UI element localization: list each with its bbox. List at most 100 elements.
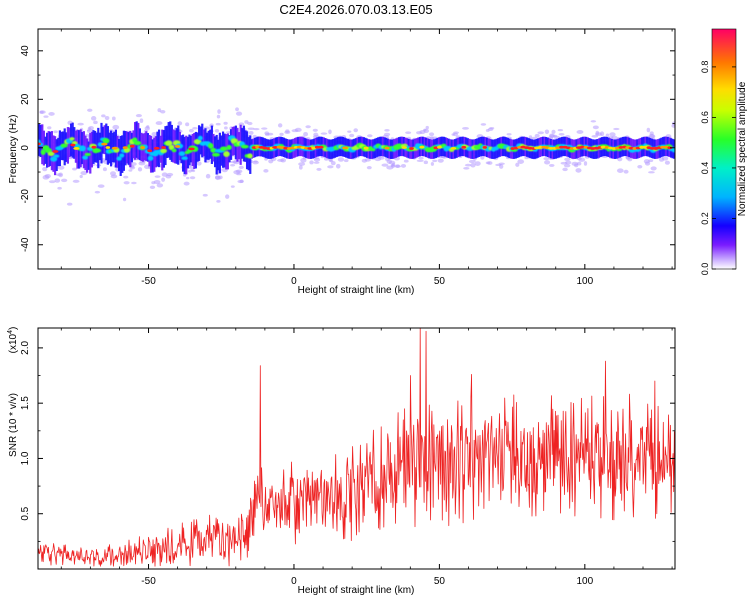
spectrogram-speckle	[268, 159, 274, 164]
spectrogram-speckle	[464, 163, 472, 167]
spectrogram-speckle	[330, 160, 336, 166]
spectrogram-speckle	[123, 175, 129, 179]
spectrogram-speckle	[153, 180, 161, 185]
spectrogram-speckle	[623, 169, 629, 174]
snr-x-tick-label: -50	[141, 576, 156, 587]
spectrogram-speckle	[353, 128, 359, 133]
colorbar-tick-label: 0.8	[700, 61, 710, 74]
spectrogram-speckle	[263, 169, 269, 173]
spectrogram-speckle	[416, 159, 424, 162]
snr-panel: -50 0 50 100 0.5 1.0 1.5 2.0 Height of straigh…	[7, 327, 676, 596]
spectrogram-speckle	[54, 178, 61, 183]
spectrogram-speckle	[499, 164, 504, 169]
spectrogram-speckle	[135, 114, 142, 118]
spectrogram-speckle	[247, 121, 253, 126]
spectrogram-speckle	[395, 164, 400, 168]
spectrogram-ridge-cell	[510, 147, 515, 150]
spectrogram-x-tick-label: 50	[434, 276, 446, 287]
spectrogram-ridge-cell	[283, 146, 289, 150]
spectrogram-speckle	[102, 167, 107, 172]
spectrogram-speckle	[277, 123, 283, 128]
snr-series-line	[38, 328, 675, 567]
spectrogram-speckle	[188, 128, 194, 133]
spectrogram-speckle	[224, 126, 228, 130]
snr-y-axis-label: SNR (10 * v/v)	[8, 393, 19, 457]
spectrogram-core-cell	[47, 151, 55, 156]
spectrogram-speckle	[205, 173, 211, 179]
spectrogram-speckle	[218, 175, 223, 180]
spectrogram-ridge-cell	[363, 146, 369, 150]
spectrogram-speckle	[235, 111, 243, 116]
spectrogram-speckle	[480, 155, 485, 160]
spectrogram-speckle	[284, 130, 291, 134]
spectrogram-speckle	[111, 116, 116, 121]
spectrogram-speckle	[93, 120, 98, 125]
spectrogram-speckle	[225, 194, 230, 199]
spectrogram-speckle	[320, 132, 328, 135]
spectrogram-speckle	[72, 179, 80, 183]
spectrogram-ridge-cell	[111, 146, 118, 150]
spectrogram-speckle	[480, 123, 487, 126]
spectrogram-halo-cell	[97, 127, 100, 169]
spectrogram-halo-cell	[229, 129, 233, 160]
spectrogram-speckle	[609, 132, 616, 137]
spectrogram-speckle	[552, 134, 558, 138]
spectrogram-ridge-cell	[607, 146, 613, 150]
spectrogram-speckle	[192, 127, 198, 130]
spectrogram-speckle	[468, 159, 476, 164]
spectrogram-speckle	[605, 133, 610, 138]
spectrogram-ridge-cell	[618, 145, 624, 149]
figure-title: C2E4.2026.070.03.13.E05	[279, 2, 432, 17]
spectrogram-speckle	[191, 169, 196, 173]
spectrogram-speckle	[97, 184, 105, 188]
spectrogram-panel: -50 0 50 100 -40 -20 0 20 40 Height of straight…	[8, 28, 676, 296]
snr-x-tick-label: 50	[434, 576, 446, 587]
spectrogram-core-cell	[171, 148, 177, 153]
spectrogram-speckle	[574, 163, 579, 168]
spectrogram-halo-cell	[129, 130, 132, 168]
colorbar-tick-label: 0.4	[700, 162, 710, 175]
spectrogram-speckle	[487, 161, 493, 165]
spectrogram-core-cell	[53, 154, 60, 158]
spectrogram-core-cell	[370, 147, 376, 152]
spectrogram-speckle	[248, 130, 254, 135]
spectrogram-speckle	[349, 133, 355, 138]
spectrogram-speckle	[137, 167, 143, 172]
spectrogram-speckle	[664, 160, 670, 165]
spectrogram-core-cell	[212, 152, 220, 157]
spectrogram-speckle	[39, 110, 44, 114]
spectrogram-speckle	[183, 181, 190, 186]
colorbar: 0.0 0.2 0.4 0.6 0.8 Normalized spectral ampl…	[700, 28, 748, 275]
spectrogram-speckle	[312, 128, 318, 132]
spectrogram-halo-cell	[66, 127, 69, 164]
spectrogram-ridge-cell	[140, 146, 146, 149]
spectrogram-halo-cell	[201, 123, 204, 158]
spectrogram-speckle	[123, 181, 130, 185]
spectrogram-y-tick-label: -40	[20, 237, 31, 252]
spectrogram-speckle	[86, 129, 91, 133]
spectrogram-speckle	[182, 173, 187, 177]
spectrogram-x-tick-label: 0	[291, 276, 297, 287]
spectrogram-core-cell	[191, 146, 199, 152]
spectrogram-speckle	[316, 167, 322, 171]
spectrogram-frame	[37, 28, 676, 270]
spectrogram-ridge-cell	[409, 147, 414, 150]
spectrogram-halo-cell	[117, 138, 121, 172]
spectrogram-speckle	[56, 173, 63, 177]
spectrogram-speckle	[637, 164, 643, 169]
spectrogram-speckle	[364, 158, 371, 162]
spectrogram-core-cell	[82, 155, 89, 160]
spectrogram-speckle	[649, 134, 656, 139]
spectrogram-core-cell	[671, 147, 675, 153]
spectrogram-ridge-cell	[174, 145, 181, 148]
colorbar-tick-label: 0.2	[700, 212, 710, 225]
spectrogram-speckle	[544, 160, 551, 165]
spectrogram-core-cell	[240, 144, 249, 149]
colorbar-tick-label: 0.6	[700, 111, 710, 124]
spectrogram-ridge-cell	[482, 145, 488, 149]
spectrogram-speckle	[515, 162, 520, 167]
spectrogram-ridge-cell	[91, 145, 97, 149]
spectrogram-speckle	[94, 190, 101, 194]
spectrogram-speckle	[177, 121, 183, 126]
